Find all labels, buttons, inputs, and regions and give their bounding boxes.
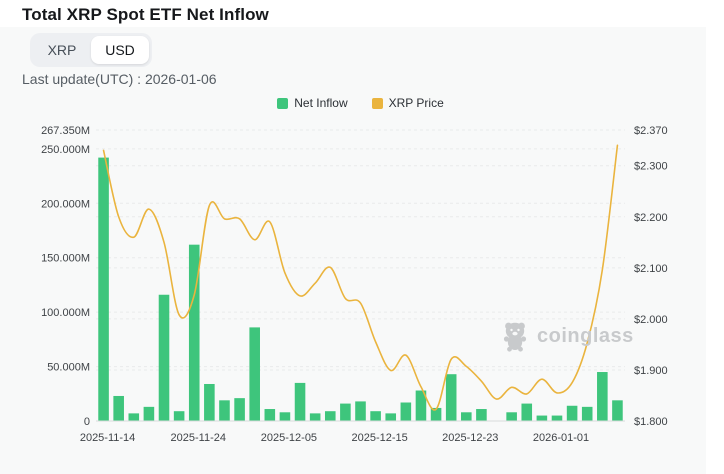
currency-toggle: XRP USD: [30, 33, 152, 67]
net-inflow-bar[interactable]: [445, 374, 457, 421]
y-axis-right-label: $2.200: [634, 212, 668, 224]
y-axis-left-label: 267.350M: [41, 125, 90, 137]
net-inflow-bar[interactable]: [536, 415, 548, 421]
y-axis-left-label: 150.000M: [41, 253, 90, 265]
net-inflow-bar[interactable]: [113, 395, 124, 421]
legend-label-xrp-price: XRP Price: [388, 96, 444, 110]
y-axis-right-label: $2.000: [634, 314, 668, 326]
x-axis-label: 2025-11-24: [171, 432, 226, 444]
x-axis-label: 2025-12-05: [261, 432, 317, 444]
y-axis-left-label: 0: [84, 416, 90, 428]
legend-item-xrp-price[interactable]: XRP Price: [371, 96, 444, 110]
net-inflow-bar[interactable]: [309, 413, 321, 421]
inflow-bars: [98, 157, 623, 422]
y-axis-right-labels: $2.370 $2.300 $2.200 $2.100 $2.000 $1.900 $1.8…: [634, 125, 668, 428]
page-title: Total XRP Spot ETF Net Inflow: [22, 5, 269, 24]
toggle-option-xrp[interactable]: XRP: [47, 42, 77, 58]
net-inflow-bar[interactable]: [581, 406, 593, 421]
net-inflow-bar[interactable]: [234, 398, 245, 421]
net-inflow-bar[interactable]: [521, 403, 533, 421]
chart-legend: Net Inflow XRP Price: [96, 96, 625, 110]
net-inflow-bar[interactable]: [597, 372, 608, 421]
net-inflow-bar[interactable]: [324, 411, 336, 421]
net-inflow-bar[interactable]: [476, 409, 487, 421]
legend-item-net-inflow[interactable]: Net Inflow: [277, 96, 348, 110]
net-inflow-bar[interactable]: [294, 382, 306, 421]
net-inflow-bar[interactable]: [173, 411, 185, 421]
net-inflow-bar[interactable]: [551, 415, 563, 421]
net-inflow-bar[interactable]: [219, 400, 230, 421]
net-inflow-bar[interactable]: [415, 390, 427, 421]
net-inflow-bar[interactable]: [612, 400, 623, 421]
net-inflow-bar[interactable]: [385, 413, 397, 421]
y-axis-right-label: $2.300: [634, 161, 668, 173]
legend-label-net-inflow: Net Inflow: [294, 96, 348, 110]
x-axis-label: 2025-12-15: [351, 432, 407, 444]
net-inflow-bar[interactable]: [158, 294, 170, 421]
net-inflow-bar[interactable]: [264, 409, 276, 421]
net-inflow-bar[interactable]: [340, 403, 351, 421]
xrp-price-line[interactable]: [102, 144, 619, 411]
x-axis-label: 2025-12-23: [442, 432, 498, 444]
net-inflow-bar[interactable]: [249, 327, 260, 421]
y-axis-right-label: $2.370: [634, 125, 668, 137]
net-inflow-bar[interactable]: [566, 405, 578, 421]
net-inflow-bar[interactable]: [279, 412, 291, 421]
net-inflow-bar[interactable]: [400, 402, 412, 422]
last-update-text: Last update(UTC) : 2026-01-06: [22, 71, 217, 87]
y-axis-left-label: 200.000M: [41, 198, 90, 210]
grid-lines: [96, 129, 625, 371]
net-inflow-bar[interactable]: [461, 412, 472, 421]
y-axis-right-label: $1.800: [634, 416, 668, 428]
net-inflow-bar[interactable]: [355, 401, 366, 421]
net-inflow-bar[interactable]: [370, 411, 381, 421]
y-axis-left-label: 250.000M: [41, 144, 90, 156]
y-axis-left-labels: 267.350M 250.000M 200.000M 150.000M 100.000M…: [41, 125, 90, 428]
net-inflow-bar[interactable]: [188, 244, 200, 421]
toggle-option-usd[interactable]: USD: [91, 36, 149, 64]
net-inflow-bar[interactable]: [430, 407, 442, 421]
top-strip: [0, 0, 724, 27]
net-inflow-bar[interactable]: [204, 383, 215, 421]
net-inflow-bar[interactable]: [128, 413, 140, 421]
y-axis-left-label: 50.000M: [47, 362, 90, 374]
x-axis-label: 2025-11-14: [80, 432, 135, 444]
net-inflow-bar[interactable]: [506, 412, 517, 421]
net-inflow-bar[interactable]: [98, 157, 109, 421]
net-inflow-swatch-icon: [277, 97, 289, 109]
net-inflow-bar[interactable]: [143, 406, 155, 421]
xrp-price-swatch-icon: [371, 97, 383, 109]
x-axis-label: 2026-01-01: [533, 432, 589, 444]
y-axis-left-label: 100.000M: [41, 307, 90, 319]
y-axis-right-label: $1.900: [634, 365, 668, 377]
right-strip: [706, 0, 724, 474]
y-axis-right-label: $2.100: [634, 263, 668, 275]
x-axis-labels: 2025-11-14 2025-11-24 2025-12-05 2025-12-15…: [80, 432, 589, 444]
